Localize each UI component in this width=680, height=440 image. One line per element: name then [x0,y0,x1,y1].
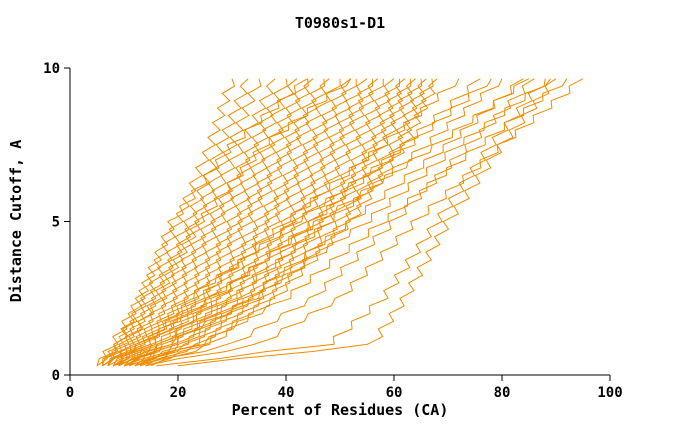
model-curve [118,78,357,367]
model-curve [102,78,262,367]
model-curve [129,78,481,367]
model-curve [123,78,384,367]
model-curve [112,78,326,367]
model-curve [112,78,352,367]
x-tick-label: 80 [494,385,511,401]
model-curve [123,78,379,367]
model-curve [129,78,401,367]
model-curve [107,78,309,367]
model-curve [145,78,434,367]
model-curve [139,78,416,367]
model-curve [134,78,535,367]
x-tick-label: 60 [386,385,403,401]
y-tick-label: 10 [43,61,60,77]
model-curve [107,78,298,366]
x-tick-label: 100 [597,385,622,401]
model-curve [139,78,524,367]
model-curve [107,78,530,367]
x-tick-label: 20 [170,385,187,401]
y-tick-label: 0 [52,368,60,384]
x-tick-label: 0 [66,385,74,401]
model-curve [145,78,584,367]
x-tick-label: 40 [278,385,295,401]
model-curve [113,78,552,367]
model-curve [145,78,427,367]
model-curve [134,78,412,367]
model-curve [118,78,492,367]
model-curve [156,78,546,367]
x-axis-label: Percent of Residues (CA) [231,401,449,419]
model-curve [177,78,557,367]
model-curve [101,78,276,366]
chart-title: T0980s1-D1 [294,14,386,32]
model-curve [123,78,460,367]
model-curve [123,78,374,367]
model-curve [134,78,503,367]
model-curve [123,78,568,367]
model-curve [101,78,308,366]
model-curve [96,78,236,367]
model-curve [112,78,341,367]
y-tick-label: 5 [52,215,60,231]
